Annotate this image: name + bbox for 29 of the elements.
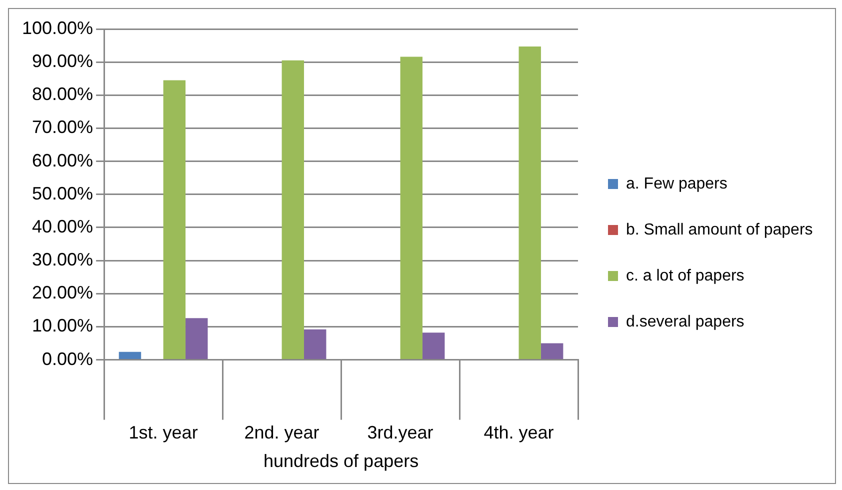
y-tick-label: 20.00%	[32, 282, 94, 303]
legend-label: b. Small amount of papers	[626, 221, 813, 238]
legend-label: a. Few papers	[626, 175, 728, 192]
bar	[186, 318, 208, 360]
bar	[400, 56, 422, 360]
y-tick-label: 100.00%	[22, 18, 94, 38]
bar	[540, 343, 564, 360]
x-tick-label: 3rd.year	[367, 422, 434, 443]
y-tick-label: 40.00%	[32, 216, 94, 236]
y-tick-label: 90.00%	[32, 51, 94, 72]
x-tick-label: 1st. year	[128, 422, 198, 443]
bar	[518, 46, 541, 360]
y-tick-label: 0.00%	[42, 348, 94, 369]
legend-label: d.several papers	[626, 313, 744, 330]
y-tick-label: 80.00%	[32, 84, 94, 104]
bar	[163, 80, 186, 360]
x-axis-title: hundreds of papers	[263, 451, 419, 472]
legend-label: c. a lot of papers	[626, 267, 744, 284]
y-tick-label: 30.00%	[32, 250, 94, 270]
x-tick-label: 2nd. year	[244, 422, 320, 443]
bar	[422, 332, 445, 360]
y-tick-label: 60.00%	[32, 150, 94, 170]
bar	[304, 329, 326, 360]
x-tick-label: 4th. year	[484, 422, 554, 443]
bar	[118, 352, 142, 360]
y-tick-label: 70.00%	[32, 117, 94, 138]
y-tick-label: 50.00%	[32, 183, 94, 204]
bar	[282, 60, 304, 360]
y-tick-label: 10.00%	[32, 316, 94, 336]
